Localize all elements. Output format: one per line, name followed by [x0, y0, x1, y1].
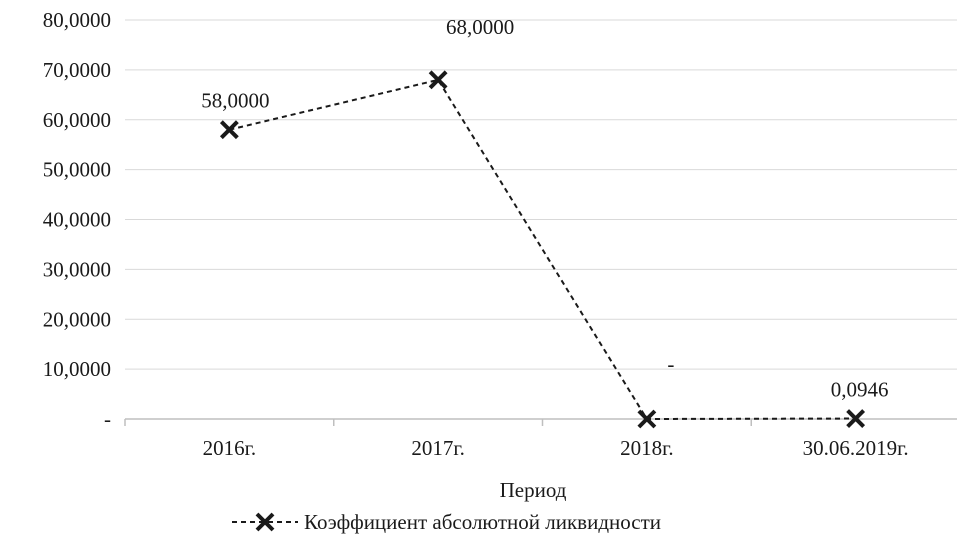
y-tick-label: 70,0000 — [43, 58, 111, 82]
data-point-x-marker — [637, 409, 657, 429]
legend-label: Коэффициент абсолютной ликвидности — [304, 510, 661, 534]
data-label: 0,0946 — [831, 378, 889, 402]
gridlines — [125, 19, 957, 420]
y-tick-label: 20,0000 — [43, 307, 111, 331]
y-tick-label: 30,0000 — [43, 257, 111, 281]
data-labels: 58,0000 68,0000 - 0,0946 — [201, 15, 888, 402]
x-tick-label: 2018г. — [620, 436, 674, 460]
data-point-x-marker — [846, 409, 866, 428]
y-tick-label: 10,0000 — [43, 357, 111, 381]
y-tick-label: 50,0000 — [43, 158, 111, 182]
x-axis: 2016г. 2017г. 2018г. 30.06.2019г. — [124, 418, 957, 460]
y-axis: - 10,0000 20,0000 30,0000 40,0000 50,0000 60,0… — [43, 8, 111, 431]
data-point-x-marker — [219, 120, 239, 140]
x-tick-label: 30.06.2019г. — [803, 436, 909, 460]
data-label: - — [667, 352, 674, 376]
y-tick-label: 80,0000 — [43, 8, 111, 32]
series-line — [229, 78, 856, 421]
data-label: 68,0000 — [446, 15, 514, 39]
legend: Коэффициент абсолютной ликвидности — [232, 510, 661, 534]
x-tick-label: 2016г. — [203, 436, 257, 460]
data-label: 58,0000 — [201, 89, 269, 113]
y-tick-label: 60,0000 — [43, 108, 111, 132]
y-tick-label: 40,0000 — [43, 208, 111, 232]
legend-x-marker-icon — [255, 512, 275, 532]
x-tick-label: 2017г. — [411, 436, 465, 460]
x-axis-title: Период — [500, 478, 567, 502]
series-group — [219, 70, 866, 429]
data-point-x-marker — [428, 70, 448, 90]
y-tick-label: - — [104, 407, 111, 431]
